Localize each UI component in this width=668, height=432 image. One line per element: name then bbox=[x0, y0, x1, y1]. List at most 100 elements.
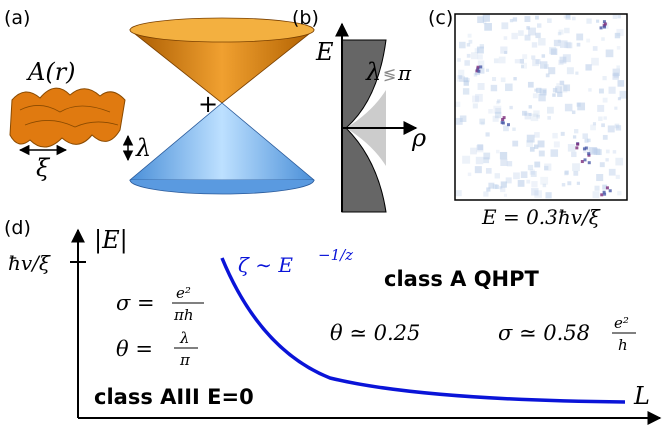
map-pixel bbox=[526, 179, 531, 184]
map-pixel bbox=[585, 64, 592, 71]
map-pixel bbox=[573, 170, 579, 176]
map-pixel bbox=[603, 192, 607, 196]
map-pixel bbox=[495, 107, 502, 114]
map-pixel bbox=[582, 133, 588, 139]
map-pixel bbox=[476, 46, 484, 54]
map-pixel bbox=[602, 97, 608, 103]
map-pixel bbox=[564, 41, 571, 49]
map-pixel bbox=[483, 152, 491, 160]
map-pixel bbox=[477, 16, 484, 24]
map-pixel bbox=[608, 168, 616, 176]
map-pixel bbox=[586, 38, 591, 43]
map-pixel bbox=[571, 16, 576, 21]
map-pixel bbox=[605, 149, 610, 154]
map-pixel bbox=[534, 161, 541, 168]
map-pixel bbox=[483, 191, 489, 197]
map-pixel bbox=[616, 28, 624, 37]
map-pixel bbox=[512, 17, 518, 22]
sigma-a-lhs: σ ≃ 0.58 bbox=[498, 321, 590, 345]
map-pixel bbox=[521, 62, 528, 69]
map-pixel bbox=[493, 105, 502, 114]
map-pixel bbox=[484, 23, 492, 31]
map-pixel bbox=[472, 95, 479, 103]
map-pixel bbox=[459, 75, 466, 82]
map-pixel bbox=[587, 153, 591, 157]
map-pixel bbox=[501, 22, 509, 30]
map-pixel bbox=[526, 140, 534, 147]
map-pixel bbox=[528, 112, 532, 116]
map-pixel bbox=[552, 132, 558, 139]
map-pixel bbox=[500, 186, 506, 193]
map-pixel bbox=[587, 138, 591, 143]
map-pixel bbox=[517, 180, 525, 187]
map-pixel bbox=[471, 52, 479, 60]
map-pixel bbox=[589, 147, 597, 155]
map-pixel bbox=[545, 73, 550, 78]
map-pixel bbox=[614, 32, 621, 39]
map-pixel bbox=[499, 186, 503, 190]
map-pixel bbox=[617, 14, 621, 19]
map-pixel bbox=[526, 26, 530, 30]
map-pixel bbox=[580, 160, 584, 164]
map-pixel bbox=[492, 184, 498, 189]
map-pixel bbox=[608, 86, 616, 94]
map-pixel bbox=[459, 41, 466, 49]
map-pixel bbox=[574, 129, 579, 134]
map-pixel bbox=[576, 33, 584, 41]
map-pixel bbox=[601, 37, 605, 41]
panel-label: (a) bbox=[4, 7, 30, 29]
map-pixel bbox=[537, 140, 545, 148]
condition-relation: ≶ bbox=[383, 65, 396, 84]
map-pixel bbox=[544, 64, 549, 69]
map-pixel bbox=[512, 127, 516, 131]
map-pixel bbox=[552, 93, 556, 97]
map-pixel bbox=[524, 113, 531, 120]
map-pixel bbox=[575, 146, 579, 150]
map-pixel bbox=[582, 147, 586, 151]
map-pixel bbox=[455, 101, 461, 107]
map-pixel bbox=[560, 131, 565, 136]
map-pixel bbox=[513, 172, 520, 180]
map-pixel bbox=[493, 58, 499, 64]
map-pixel bbox=[615, 174, 620, 179]
map-pixel bbox=[602, 76, 607, 81]
map-pixel bbox=[519, 58, 524, 64]
map-pixel bbox=[483, 157, 490, 164]
map-pixel bbox=[586, 18, 592, 24]
map-pixel bbox=[555, 86, 562, 94]
map-pixel bbox=[566, 14, 571, 19]
map-pixel bbox=[537, 23, 542, 28]
map-pixel bbox=[477, 54, 483, 60]
map-pixel bbox=[558, 59, 564, 66]
panel-label: (c) bbox=[428, 7, 453, 29]
map-pixel bbox=[552, 87, 558, 93]
map-pixel bbox=[617, 97, 621, 101]
map-pixel bbox=[478, 67, 485, 74]
map-pixel bbox=[477, 60, 485, 67]
correlation-curve bbox=[220, 257, 626, 404]
map-pixel bbox=[601, 123, 605, 128]
map-pixel bbox=[504, 50, 508, 55]
map-pixel bbox=[462, 88, 470, 95]
wavefunction-map bbox=[455, 14, 628, 199]
map-pixel bbox=[490, 84, 498, 92]
map-pixel bbox=[458, 75, 462, 79]
map-pixel bbox=[616, 65, 620, 69]
map-pixel bbox=[514, 59, 520, 64]
map-pixel bbox=[592, 122, 597, 126]
map-pixel bbox=[524, 16, 531, 22]
condition-lambda: λ bbox=[365, 58, 381, 86]
surface-mesh bbox=[19, 105, 119, 128]
map-pixel bbox=[617, 80, 625, 87]
theta-aiii-den: π bbox=[179, 351, 191, 369]
map-pixel bbox=[480, 121, 485, 126]
potential-label: A(r) bbox=[26, 58, 76, 86]
map-pixel bbox=[607, 125, 615, 133]
map-pixel bbox=[467, 33, 472, 38]
map-pixel bbox=[540, 176, 549, 185]
map-pixel bbox=[532, 59, 540, 67]
map-pixel bbox=[615, 125, 622, 131]
map-pixel bbox=[485, 68, 490, 72]
map-pixel bbox=[588, 88, 592, 92]
